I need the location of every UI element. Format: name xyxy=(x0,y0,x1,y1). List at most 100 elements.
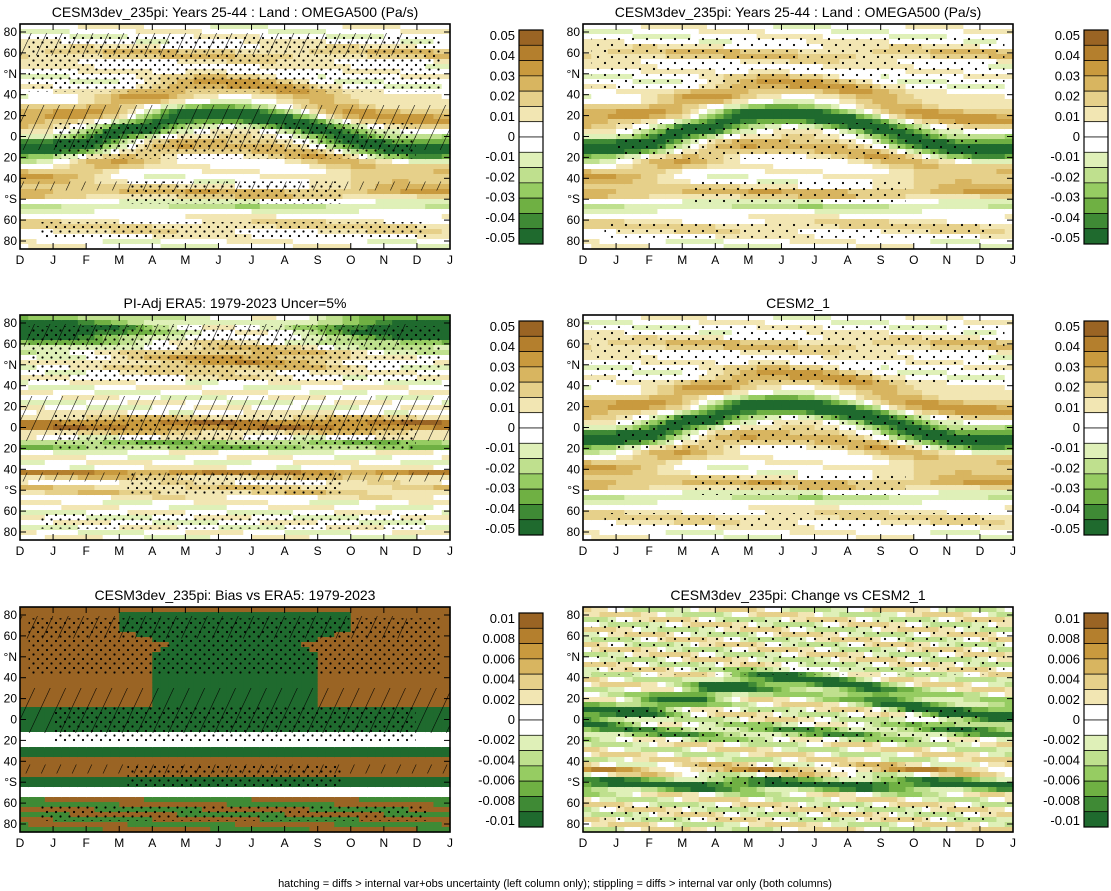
heatmap-cell xyxy=(69,169,79,175)
heatmap-cell xyxy=(317,209,327,215)
heatmap-cell xyxy=(665,104,675,110)
heatmap-cell xyxy=(177,209,186,215)
heatmap-cell xyxy=(383,239,393,245)
heatmap-cell xyxy=(20,350,29,356)
heatmap-cell xyxy=(673,179,683,185)
heatmap-cell xyxy=(268,94,277,100)
significance-overlay xyxy=(20,33,450,238)
heatmap-cell xyxy=(781,174,791,180)
heatmap-cell xyxy=(201,204,211,210)
heatmap-cell xyxy=(905,204,915,210)
heatmap-cell xyxy=(798,94,807,100)
y-tick-label: 80 xyxy=(567,234,581,248)
heatmap-cell xyxy=(135,159,145,165)
heatmap-cell xyxy=(938,199,948,205)
heatmap-cell xyxy=(359,219,368,225)
heatmap-cell xyxy=(177,99,186,105)
heatmap-cell xyxy=(301,94,311,100)
heatmap-cell xyxy=(28,219,38,225)
heatmap-cell xyxy=(375,24,385,30)
heatmap-cell xyxy=(649,199,659,205)
heatmap-cell xyxy=(963,239,973,245)
heatmap-cell xyxy=(789,219,799,225)
heatmap-cell xyxy=(177,164,186,170)
heatmap-cell xyxy=(367,89,377,95)
heatmap-cell xyxy=(657,159,667,165)
heatmap-cell xyxy=(748,119,758,125)
heatmap-cell xyxy=(599,189,609,195)
heatmap-cell xyxy=(86,174,96,180)
heatmap-cell xyxy=(235,24,244,30)
heatmap-cell xyxy=(53,99,62,105)
heatmap-cell xyxy=(756,119,766,125)
heatmap-cell xyxy=(268,174,277,180)
heatmap-cell xyxy=(400,194,410,200)
heatmap-cell xyxy=(979,184,989,190)
heatmap-cell xyxy=(259,239,269,245)
heatmap-cell xyxy=(309,244,319,250)
heatmap-cell xyxy=(375,189,385,195)
heatmap-cell xyxy=(665,174,675,180)
heatmap-cell xyxy=(375,209,385,215)
heatmap-cell xyxy=(284,24,294,30)
heatmap-cell xyxy=(185,94,195,100)
y-tick-label: 60 xyxy=(567,213,581,227)
heatmap-cell xyxy=(177,169,186,175)
heatmap-cell xyxy=(61,189,71,195)
heatmap-cell xyxy=(740,114,749,120)
heatmap-cell xyxy=(798,204,807,210)
heatmap-cell xyxy=(416,239,426,245)
heatmap-cell xyxy=(583,99,592,105)
heatmap-cell xyxy=(334,94,344,100)
heatmap-cell xyxy=(996,204,1006,210)
heatmap-cell xyxy=(177,29,186,35)
heatmap-cell xyxy=(624,174,634,180)
heatmap-cell xyxy=(814,24,824,30)
heatmap-cell xyxy=(383,174,393,180)
heatmap-cell xyxy=(715,244,725,250)
heatmap-cell xyxy=(888,209,898,215)
heatmap-cell xyxy=(822,174,832,180)
heatmap-cell xyxy=(649,89,659,95)
heatmap-cell xyxy=(69,194,79,200)
heatmap-cell xyxy=(268,169,277,175)
heatmap-cell xyxy=(425,204,435,210)
heatmap-cell xyxy=(764,169,774,175)
heatmap-cell xyxy=(673,204,683,210)
heatmap-cell xyxy=(814,99,824,105)
heatmap-cell xyxy=(773,29,783,35)
heatmap-cell xyxy=(367,174,377,180)
heatmap-cell xyxy=(855,214,865,220)
heatmap-cell xyxy=(259,204,269,210)
heatmap-cell xyxy=(723,104,733,110)
heatmap-cell xyxy=(657,99,667,105)
heatmap-cell xyxy=(441,234,451,240)
heatmap-cell xyxy=(441,94,451,100)
heatmap-cell xyxy=(583,139,592,145)
heatmap-cell xyxy=(880,204,890,210)
heatmap-cell xyxy=(583,229,592,235)
heatmap-cell xyxy=(715,159,725,165)
heatmap-cell xyxy=(673,114,683,120)
colorbar-bin xyxy=(1083,151,1109,168)
heatmap-cell xyxy=(102,219,112,225)
heatmap-cell xyxy=(425,29,435,35)
heatmap-cell xyxy=(583,89,592,95)
heatmap-cell xyxy=(996,104,1006,110)
heatmap-cell xyxy=(607,179,617,185)
heatmap-cell xyxy=(28,174,38,180)
heatmap-cell xyxy=(400,189,410,195)
heatmap-cell xyxy=(880,24,890,30)
heatmap-cell xyxy=(624,114,634,120)
heatmap-cell xyxy=(392,194,401,200)
heatmap-cell xyxy=(822,99,832,105)
heatmap-cell xyxy=(135,99,145,105)
heatmap-cell xyxy=(715,239,725,245)
heatmap-cell xyxy=(177,219,186,225)
heatmap-cell xyxy=(334,204,344,210)
heatmap-cell xyxy=(36,94,46,100)
heatmap-cell xyxy=(193,29,203,35)
x-tick-label: J xyxy=(50,253,56,267)
x-tick-label: O xyxy=(346,253,355,267)
heatmap-cell xyxy=(583,79,592,85)
